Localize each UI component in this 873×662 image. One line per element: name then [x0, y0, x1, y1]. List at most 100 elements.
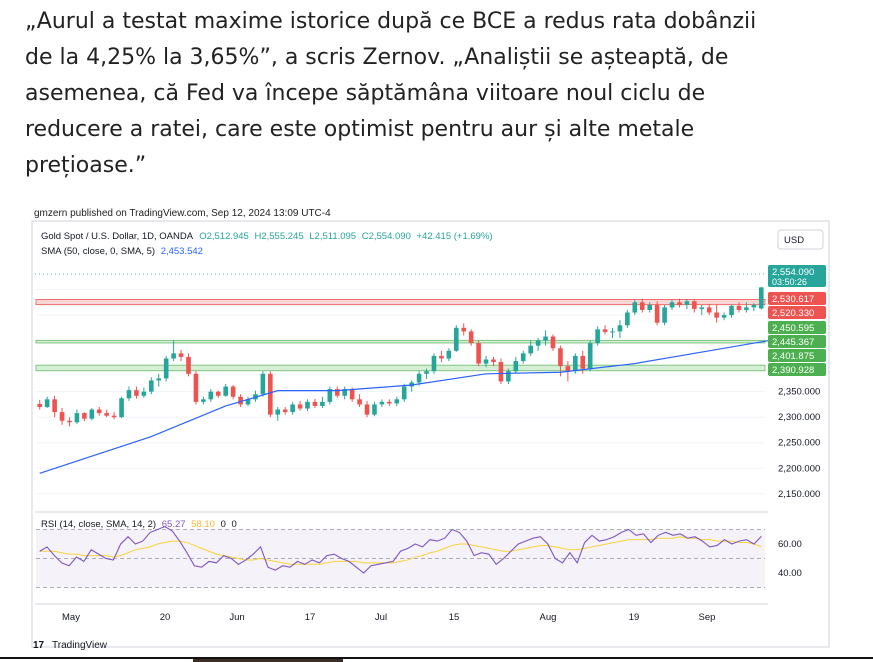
candle-body: [230, 386, 236, 397]
candle: [275, 406, 281, 421]
currency-label: USD: [784, 235, 804, 246]
candle-body: [424, 371, 429, 374]
price-badge-bg: [768, 363, 826, 376]
candle: [535, 338, 541, 351]
candle-body: [320, 401, 325, 406]
candle: [699, 304, 705, 316]
currency-button[interactable]: [777, 229, 824, 250]
candle-body: [684, 301, 690, 305]
paragraph-line: „Aurul a testat maxime istorice după ce …: [25, 9, 757, 34]
candle-body: [431, 355, 437, 372]
candle-body: [268, 373, 273, 415]
candle-body: [476, 343, 481, 364]
candle: [230, 385, 236, 400]
rsi-legend: RSI (14, close, SMA, 14, 2) 65.27 58.10 …: [41, 519, 237, 530]
candle-body: [178, 353, 184, 357]
price-badge-bg: [768, 306, 826, 319]
candle-body: [610, 331, 615, 333]
candle: [491, 356, 496, 367]
candle-body: [201, 399, 206, 402]
candle-body: [119, 398, 124, 418]
candle-body: [67, 420, 72, 423]
candle-body: [692, 301, 697, 309]
price-tick-label: 2,350.000: [778, 387, 820, 398]
candle: [424, 368, 429, 379]
candle-body: [453, 327, 459, 351]
price-badge-label: 2,390.928: [772, 365, 814, 376]
candle: [134, 386, 139, 399]
candle-body: [565, 366, 571, 372]
candle: [394, 396, 400, 406]
candle: [654, 301, 660, 326]
candle-body: [543, 336, 548, 341]
candle: [305, 399, 310, 412]
time-tick-label: Jul: [375, 612, 387, 623]
candle-body: [327, 389, 333, 402]
candle: [201, 396, 206, 405]
candle: [692, 299, 697, 313]
candle-body: [721, 315, 727, 318]
candle-body: [602, 329, 608, 332]
candle: [431, 353, 437, 374]
candle-body: [706, 307, 712, 313]
candlestick-series: [37, 286, 764, 427]
candle-body: [74, 413, 80, 423]
time-tick-label: May: [62, 612, 80, 623]
candle: [282, 406, 288, 415]
candle-body: [498, 362, 504, 382]
candle-body: [186, 356, 191, 374]
candle: [714, 304, 719, 323]
candle: [736, 302, 742, 313]
candle-body: [193, 373, 199, 402]
candle-body: [520, 353, 526, 362]
candle: [312, 398, 318, 408]
candle: [528, 340, 533, 356]
tradingview-brand: TradingView: [52, 640, 108, 651]
price-badge: 2,445.367: [768, 335, 826, 348]
candle-body: [238, 396, 243, 405]
candle-body: [208, 391, 214, 400]
rsi-tick-label: 40.00: [778, 568, 802, 579]
candle-body: [699, 307, 705, 309]
candle: [595, 326, 600, 346]
candle-body: [111, 415, 117, 418]
price-badge-label: 2,520.330: [772, 308, 814, 319]
candle-body: [126, 390, 132, 399]
time-tick-label: Aug: [540, 612, 557, 623]
candle: [141, 387, 147, 398]
candle: [520, 350, 526, 364]
candle: [193, 371, 199, 405]
candle: [357, 394, 362, 407]
candle: [461, 323, 467, 336]
candle-body: [364, 404, 370, 415]
candle: [468, 329, 474, 346]
candle: [208, 389, 214, 402]
candle: [677, 298, 682, 308]
candle-body: [758, 287, 764, 309]
price-badge: 2,401.875: [768, 349, 826, 362]
zone-band: [35, 339, 766, 344]
time-tick-label: 15: [449, 612, 460, 623]
candle: [744, 302, 749, 313]
candle: [186, 353, 191, 377]
candle: [290, 401, 295, 415]
candle: [178, 349, 184, 362]
candle-body: [260, 373, 266, 395]
candle: [89, 408, 95, 421]
candle: [476, 340, 481, 367]
candle: [483, 355, 489, 368]
candle: [610, 327, 615, 339]
candle-body: [639, 302, 645, 310]
zone-band: [35, 364, 766, 372]
candle: [52, 395, 57, 418]
candle-body: [52, 399, 57, 413]
candle-body: [163, 358, 169, 379]
candle-body: [379, 401, 385, 405]
article-text: „Aurul a testat maxime istorice după ce …: [25, 4, 845, 184]
candle: [617, 320, 623, 339]
candle-body: [751, 304, 757, 308]
candle-body: [573, 355, 578, 372]
candle-body: [669, 302, 675, 308]
candle-body: [617, 325, 623, 332]
